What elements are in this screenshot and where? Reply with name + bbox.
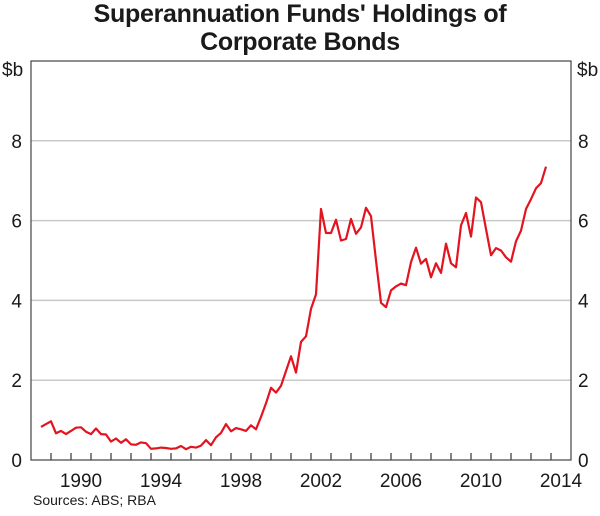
y-tick-label-right: 8 [578, 132, 589, 153]
y-axis-unit-right: $b [577, 60, 598, 81]
y-tick-label-left: 6 [11, 212, 22, 233]
chart-title: Superannuation Funds' Holdings of Corpora… [93, 0, 507, 56]
x-tick-label: 1998 [220, 471, 262, 492]
y-tick-label-right: 4 [578, 291, 589, 312]
x-tick-label: 2006 [380, 471, 422, 492]
x-tick-label: 2002 [300, 471, 342, 492]
x-tick-label: 2010 [460, 471, 502, 492]
y-tick-label-left: 4 [11, 291, 22, 312]
data-series-line [40, 166, 548, 451]
y-tick-label-left: 8 [11, 132, 22, 153]
y-tick-label-left: 0 [11, 451, 22, 472]
y-tick-label-right: 0 [578, 451, 589, 472]
x-tick-label: 2014 [540, 471, 583, 492]
plot-frame [30, 60, 572, 461]
y-axis-unit-left: $b [2, 60, 23, 81]
y-tick-label-left: 2 [11, 371, 22, 392]
sources-note: Sources: ABS; RBA [33, 492, 156, 508]
x-tick-label: 1994 [140, 471, 183, 492]
y-tick-label-right: 2 [578, 371, 589, 392]
y-tick-label-right: 6 [578, 212, 589, 233]
x-tick-label: 1990 [60, 471, 102, 492]
